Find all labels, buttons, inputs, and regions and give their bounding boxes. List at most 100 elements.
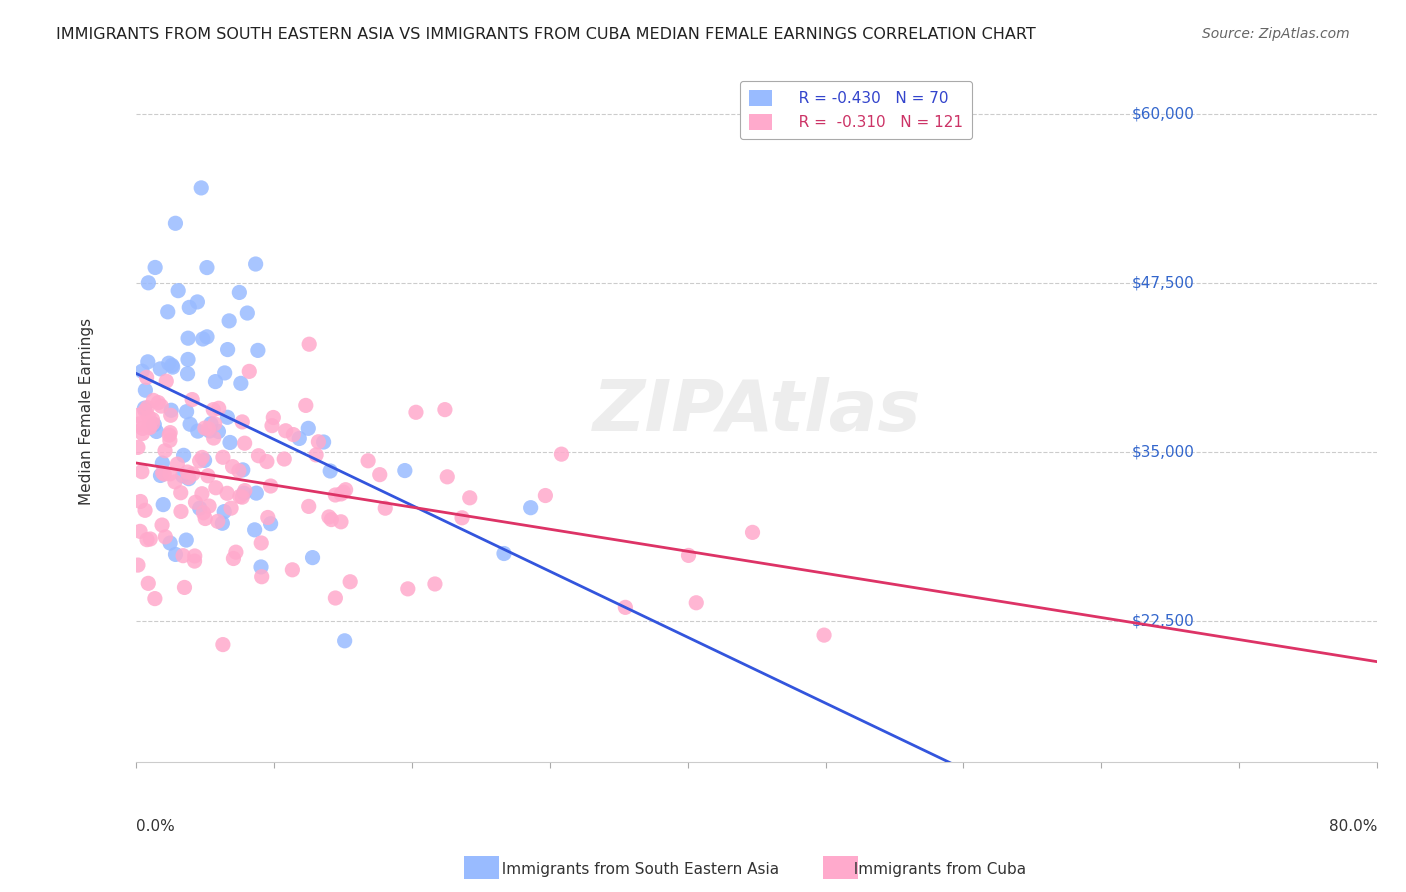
- Point: [262, 410, 284, 425]
- Point: [194, 511, 217, 525]
- Point: [127, 409, 149, 423]
- Point: [332, 485, 354, 500]
- Point: [333, 633, 356, 648]
- Point: [142, 417, 165, 431]
- Point: [298, 337, 321, 351]
- Point: [202, 402, 225, 417]
- Point: [152, 466, 174, 480]
- Point: [212, 638, 235, 652]
- Point: [260, 418, 283, 433]
- Point: [176, 367, 198, 381]
- Point: [166, 457, 188, 471]
- Text: $22,500: $22,500: [1132, 613, 1194, 628]
- Point: [312, 435, 335, 450]
- Point: [191, 487, 214, 501]
- Point: [150, 518, 173, 533]
- Point: [187, 424, 209, 438]
- Text: Median Female Earnings: Median Female Earnings: [79, 318, 94, 505]
- Point: [191, 332, 214, 346]
- Point: [181, 467, 204, 481]
- Point: [813, 628, 835, 642]
- Point: [145, 425, 167, 439]
- Point: [307, 434, 329, 449]
- Point: [217, 343, 239, 357]
- Text: Immigrants from South Eastern Asia: Immigrants from South Eastern Asia: [492, 863, 779, 877]
- Point: [225, 545, 247, 559]
- Point: [138, 419, 160, 434]
- Point: [177, 352, 200, 367]
- Point: [129, 524, 152, 539]
- Point: [184, 495, 207, 509]
- Point: [247, 449, 270, 463]
- Point: [172, 468, 194, 483]
- Point: [136, 401, 159, 415]
- Point: [228, 464, 250, 478]
- Point: [451, 510, 474, 524]
- Point: [321, 512, 343, 526]
- Point: [229, 376, 252, 391]
- Point: [231, 490, 253, 504]
- Point: [211, 516, 233, 531]
- Point: [678, 549, 700, 563]
- Point: [165, 216, 187, 230]
- Point: [191, 450, 214, 465]
- Point: [136, 355, 159, 369]
- Point: [436, 470, 458, 484]
- Point: [217, 410, 239, 425]
- Legend:    R = -0.430   N = 70,    R =  -0.310   N = 121: R = -0.430 N = 70, R = -0.310 N = 121: [740, 81, 973, 139]
- Point: [297, 421, 319, 435]
- Point: [134, 401, 156, 416]
- Point: [142, 393, 165, 408]
- Text: $47,500: $47,500: [1132, 275, 1194, 290]
- Point: [165, 548, 187, 562]
- Point: [281, 563, 304, 577]
- Point: [208, 401, 231, 416]
- Point: [374, 501, 396, 516]
- Point: [217, 486, 239, 500]
- Point: [148, 395, 170, 409]
- Point: [188, 501, 211, 516]
- Point: [433, 402, 456, 417]
- Point: [163, 475, 186, 489]
- Point: [250, 536, 273, 550]
- Point: [550, 447, 572, 461]
- Point: [136, 533, 159, 547]
- Point: [274, 424, 297, 438]
- Point: [368, 467, 391, 482]
- Point: [228, 285, 250, 300]
- Point: [195, 330, 218, 344]
- Point: [170, 504, 193, 518]
- Point: [136, 576, 159, 591]
- Point: [173, 448, 195, 462]
- Point: [179, 417, 201, 432]
- Point: [176, 405, 198, 419]
- Point: [198, 424, 221, 438]
- Point: [153, 467, 176, 481]
- Point: [288, 432, 311, 446]
- Point: [231, 415, 253, 429]
- Point: [222, 551, 245, 566]
- Point: [394, 464, 416, 478]
- Point: [183, 554, 205, 568]
- Point: [149, 362, 172, 376]
- Point: [135, 370, 157, 384]
- Point: [153, 443, 176, 458]
- Point: [273, 452, 295, 467]
- Point: [157, 356, 180, 370]
- Point: [143, 260, 166, 275]
- Point: [159, 434, 181, 448]
- Point: [160, 403, 183, 417]
- Point: [174, 533, 197, 547]
- Point: [181, 392, 204, 407]
- Point: [134, 383, 156, 397]
- Text: 80.0%: 80.0%: [1329, 819, 1376, 834]
- Point: [131, 465, 153, 479]
- Point: [236, 306, 259, 320]
- Point: [155, 530, 177, 544]
- Point: [259, 516, 281, 531]
- Point: [246, 343, 269, 358]
- Point: [250, 570, 273, 584]
- Point: [127, 441, 149, 455]
- Point: [143, 591, 166, 606]
- Point: [177, 470, 200, 484]
